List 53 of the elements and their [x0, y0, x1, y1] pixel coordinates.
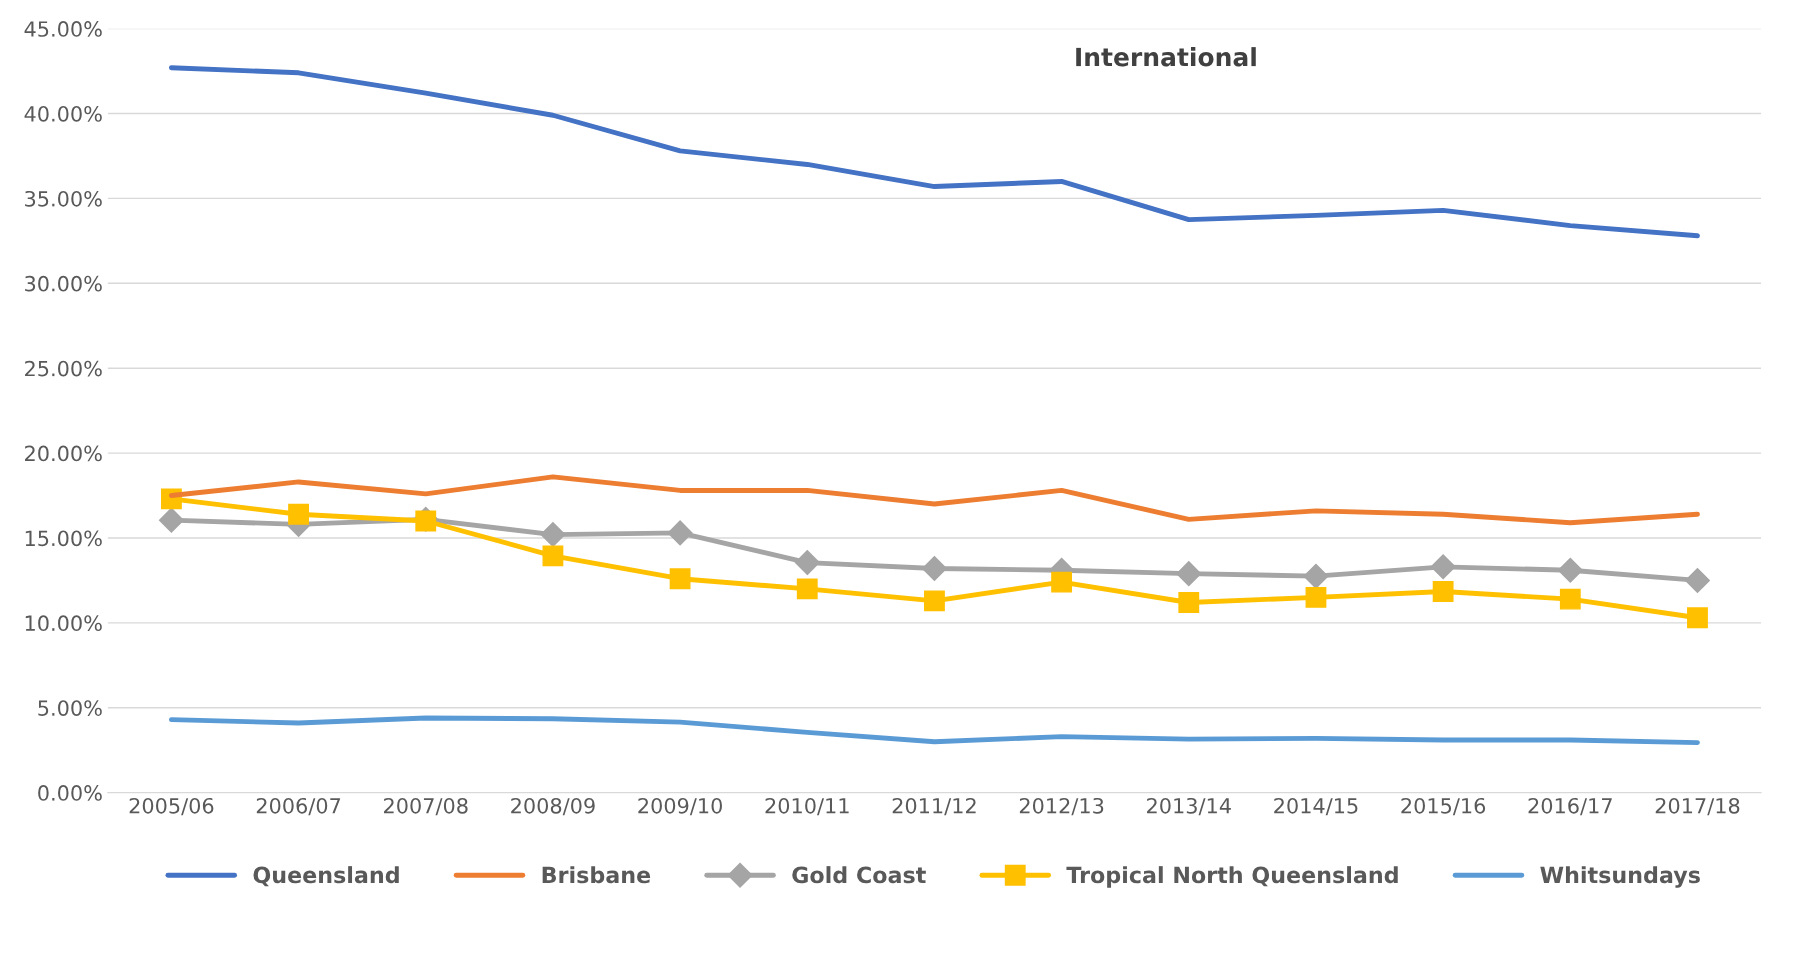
- y-tick-label: 5.00%: [38, 700, 102, 716]
- point: [1051, 571, 1073, 593]
- y-tick-label: 10.00%: [25, 615, 102, 632]
- x-tick-label: 2013/14: [1147, 797, 1231, 816]
- x-tick-label: 2005/06: [129, 797, 214, 816]
- y-tick-label: 45.00%: [24, 21, 102, 37]
- x-tick-label: 2007/08: [384, 797, 468, 816]
- point: [415, 510, 437, 532]
- point: [1684, 567, 1710, 593]
- x-tick-label: 2006/07: [256, 797, 341, 816]
- point: [1432, 581, 1454, 602]
- y-tick-label: 0.00%: [38, 785, 102, 801]
- text: International: [1076, 47, 1256, 67]
- x-tick-label: 2017/18: [1655, 797, 1740, 816]
- point: [1303, 563, 1329, 589]
- point: [921, 556, 947, 582]
- point: [794, 550, 820, 576]
- point: [796, 578, 818, 600]
- x-tick-label: 2011/12: [892, 797, 976, 816]
- legend-label: Gold Coast: [792, 866, 926, 884]
- x-tick-label: 2016/17: [1528, 797, 1612, 816]
- line-series: [168, 715, 1700, 745]
- x-tick-label: 2010/11: [765, 797, 849, 816]
- x-tick-label: 2015/16: [1401, 797, 1486, 816]
- point: [1305, 586, 1327, 608]
- point: [1557, 557, 1583, 583]
- line-series: [168, 65, 1700, 239]
- point: [1176, 561, 1202, 587]
- point: [158, 507, 184, 533]
- x-tick-label: 2009/10: [638, 797, 722, 816]
- y-tick-label: 25.00%: [25, 360, 102, 377]
- x-tick-label: 2012/13: [1019, 797, 1104, 816]
- legend-label: Brisbane: [542, 866, 651, 884]
- y-tick-label: 30.00%: [25, 275, 102, 292]
- point: [1178, 592, 1200, 613]
- y-tick-label: 15.00%: [25, 530, 102, 547]
- point: [1687, 607, 1708, 629]
- x-tick-label: 2014/15: [1274, 797, 1358, 816]
- point: [924, 590, 945, 612]
- point: [1430, 554, 1456, 580]
- legend-label: Queensland: [253, 866, 399, 887]
- point: [669, 568, 691, 590]
- y-tick-label: 35.00%: [25, 190, 102, 207]
- legend-label: Tropical North Queensland: [1066, 866, 1398, 888]
- x-tick-label: 2008/09: [511, 797, 595, 816]
- point: [540, 522, 566, 548]
- point: [542, 545, 564, 567]
- point: [1559, 588, 1581, 610]
- legend-label: Whitsundays: [1540, 866, 1700, 888]
- y-tick-label: 20.00%: [25, 445, 102, 462]
- point: [667, 520, 693, 546]
- y-tick-label: 40.00%: [24, 105, 102, 122]
- point: [288, 503, 309, 525]
